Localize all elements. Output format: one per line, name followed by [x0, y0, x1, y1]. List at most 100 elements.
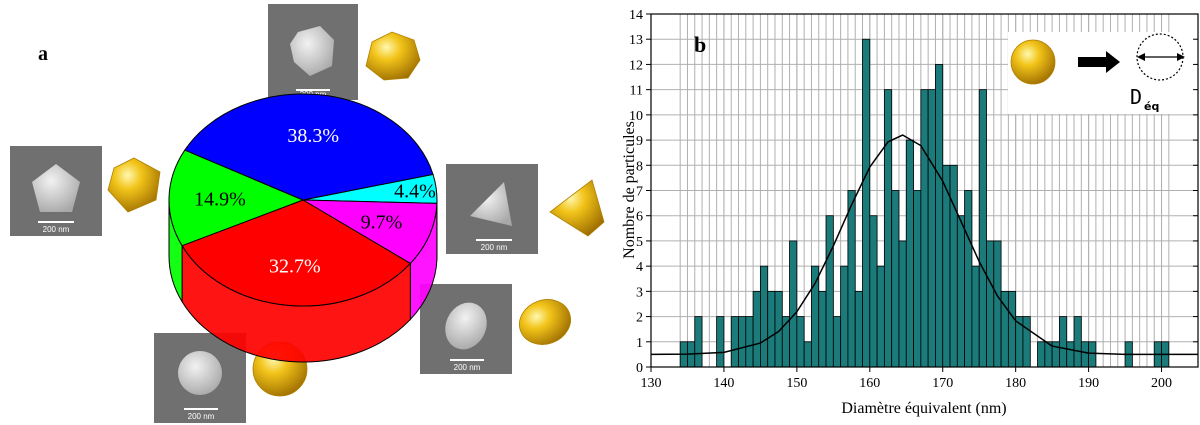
bars — [679, 38, 1170, 368]
scale-bar-label: 200 nm — [43, 225, 70, 234]
y-tick-label: 0 — [636, 361, 643, 376]
bar — [811, 265, 820, 368]
y-tick-label: 8 — [636, 159, 643, 174]
bar — [840, 265, 849, 368]
pie: 4.4% 9.7% 32.7% 14.9% 38.3% — [168, 93, 438, 363]
y-tick-label: 9 — [636, 134, 643, 149]
x-tick-label: 200 — [1151, 376, 1172, 391]
y-tick-label: 10 — [629, 109, 643, 124]
x-tick-label: 190 — [1078, 376, 1099, 391]
bar — [789, 240, 798, 368]
bar — [803, 341, 812, 368]
bar — [767, 290, 776, 368]
bar — [905, 139, 914, 368]
value-label: 32.7% — [269, 255, 321, 277]
y-tick-label: 13 — [629, 33, 643, 48]
bar — [956, 215, 966, 368]
sem-image: 200 nm — [10, 146, 102, 236]
bar — [760, 265, 769, 368]
x-tick-label: 130 — [641, 376, 662, 391]
bar — [854, 290, 863, 368]
bar — [825, 215, 834, 368]
bar — [716, 316, 725, 368]
bar — [964, 190, 973, 368]
particle-model — [549, 179, 605, 237]
particle-model — [107, 157, 161, 213]
bar — [978, 89, 987, 368]
y-tick-label: 11 — [630, 84, 643, 99]
bar — [927, 89, 936, 368]
bar — [1088, 341, 1097, 368]
bar — [891, 190, 900, 368]
y-tick-label: 3 — [636, 285, 643, 300]
bar — [796, 316, 805, 368]
bar — [949, 164, 958, 368]
inset-subscript: éq — [1144, 100, 1159, 113]
bar — [738, 316, 747, 368]
pie-slice — [168, 149, 305, 247]
y-tick-label: 6 — [636, 210, 643, 225]
scale-bar-label: 200 nm — [454, 363, 481, 372]
bar — [898, 240, 907, 368]
bar — [862, 38, 871, 368]
y-tick-label: 5 — [636, 235, 643, 250]
bar — [1037, 341, 1046, 368]
bar — [694, 316, 703, 368]
bar — [1059, 316, 1068, 368]
bar — [993, 240, 1002, 368]
y-tick-label: 1 — [636, 336, 643, 351]
y-tick-label: 14 — [629, 8, 643, 23]
particle-model — [365, 31, 421, 81]
pie-slice — [181, 199, 412, 307]
panel-label: a — [38, 43, 48, 65]
y-tick-label: 2 — [636, 311, 643, 326]
particle-model — [519, 299, 571, 345]
value-label: 14.9% — [194, 189, 246, 211]
bar — [971, 265, 980, 368]
scale-bar-label: 200 nm — [481, 243, 508, 252]
panel-b: D éq b Diamètre équivalent (nm) Nombre d… — [621, 8, 1199, 417]
x-tick-label: 170 — [932, 376, 953, 391]
value-label: 9.7% — [361, 212, 403, 234]
panel-label: b — [694, 32, 706, 57]
value-label: 38.3% — [287, 125, 339, 147]
panel-a: a 200 nm 200 nm 200 nm — [10, 4, 605, 423]
bar — [818, 290, 827, 368]
scale-bar-label: 200 nm — [188, 412, 215, 421]
bar — [832, 316, 842, 368]
sem-image: 200 nm — [446, 164, 538, 254]
bar — [752, 290, 761, 368]
bar — [730, 316, 739, 368]
y-axis-label: Nombre de particules — [621, 121, 638, 259]
y-tick-label: 4 — [636, 260, 643, 275]
bar — [869, 215, 878, 368]
bar — [1007, 290, 1017, 368]
bar — [935, 64, 944, 368]
sem-image: 200 nm — [420, 284, 512, 374]
bar — [876, 265, 885, 368]
bar — [913, 190, 922, 368]
bar — [986, 240, 995, 368]
fit-curve — [650, 134, 1198, 356]
y-tick-label: 12 — [629, 58, 643, 73]
bar — [883, 89, 893, 368]
x-tick-label: 180 — [1005, 376, 1026, 391]
y-tick-label: 7 — [636, 185, 643, 200]
sem-image: 200 nm — [268, 4, 358, 100]
fit — [650, 134, 1198, 356]
bar — [745, 316, 754, 368]
bar — [1066, 341, 1075, 368]
pie-slice — [184, 93, 434, 201]
x-tick-label: 140 — [713, 376, 734, 391]
x-tick-label: 150 — [786, 376, 807, 391]
bar — [847, 190, 856, 368]
bar — [1022, 316, 1031, 368]
x-tick-label: 160 — [859, 376, 880, 391]
bar — [920, 89, 929, 368]
inset: D éq — [1008, 32, 1196, 114]
value-label: 4.4% — [394, 181, 436, 203]
x-axis-label: Diamètre équivalent (nm) — [841, 400, 1006, 417]
inset-label: D — [1130, 85, 1142, 109]
bar — [1080, 341, 1089, 368]
